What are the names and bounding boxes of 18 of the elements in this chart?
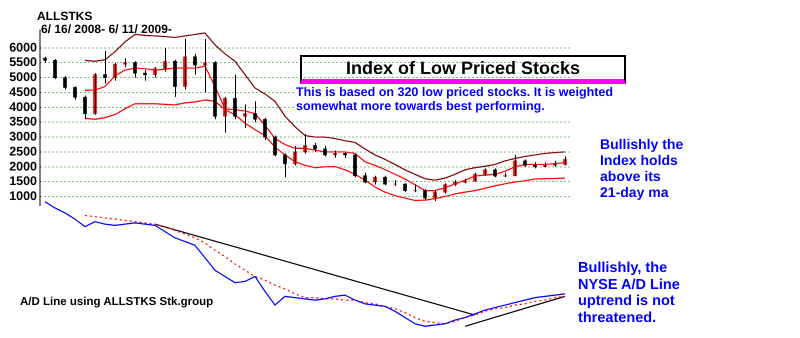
text: Bullishly the Index holds above its 21-day ma bbox=[600, 136, 684, 200]
annotation: 6/ 16/ 2008- 6/ 11/ 2009- bbox=[41, 22, 172, 36]
text: ALLSTKS bbox=[37, 9, 92, 23]
y-tick-label: 6000 bbox=[9, 40, 38, 54]
y-tick-label: 3500 bbox=[9, 114, 38, 129]
text: Bullishly, the NYSE A/D Line uptrend is not threatened. bbox=[578, 260, 680, 326]
y-tick-label: 2500 bbox=[9, 144, 38, 158]
y-tick-label: 1500 bbox=[9, 174, 38, 188]
y-tick-label: 4000 bbox=[9, 100, 38, 114]
annotation: A/D Line using ALLSTKS Stk.group bbox=[20, 296, 214, 308]
y-tick-label: 4500 bbox=[9, 84, 38, 99]
text: This is based on 320 low priced stocks. It is weighted somewhat more towards best performing. bbox=[296, 85, 613, 114]
y-tick-label: 5500 bbox=[9, 55, 38, 70]
y-tick-label: 5000 bbox=[9, 70, 38, 84]
text: Index of Low Priced Stocks bbox=[300, 55, 626, 84]
y-tick-label: 2000 bbox=[9, 159, 38, 174]
y-tick-label: 1000 bbox=[9, 189, 38, 204]
y-tick-label: 3000 bbox=[9, 130, 38, 144]
